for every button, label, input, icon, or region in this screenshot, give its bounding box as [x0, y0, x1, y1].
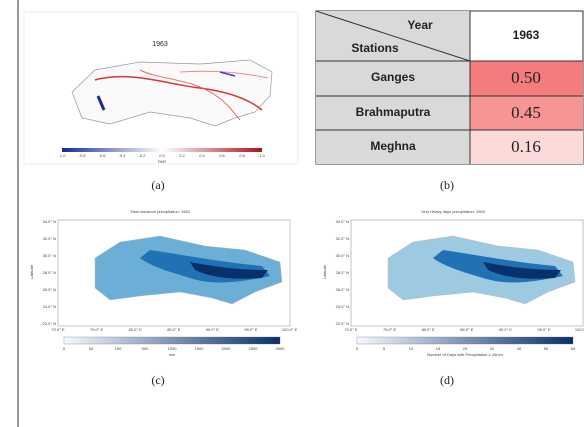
lat-tick: 26.0° N: [336, 287, 349, 292]
colorbar-tick: 20: [463, 346, 468, 351]
colorbar-tick: 10: [409, 346, 414, 351]
colorbar-tick: 0.2: [179, 153, 185, 158]
colorbar-tick: 30: [490, 346, 495, 351]
station-value: 0.50: [511, 68, 541, 87]
map-frame: [57, 219, 291, 327]
station-value: 0.16: [511, 137, 541, 156]
colorbar-tick: 3000: [276, 346, 286, 351]
colorbar-tick: 0.4: [199, 153, 205, 158]
colorbar-tick: -0.8: [79, 153, 87, 158]
lon-tick: 85.0° E: [167, 327, 180, 332]
caption: (a): [151, 178, 164, 192]
panel-title: 1963: [152, 41, 168, 48]
lat-tick: 32.0° N: [43, 236, 56, 241]
caption: (b): [440, 178, 454, 192]
lat-tick: 28.0° N: [43, 270, 56, 275]
lat-tick: 26.0° N: [43, 287, 56, 292]
year-header: 1963: [513, 28, 540, 42]
colorbar-tick: -0.6: [99, 153, 107, 158]
lon-tick: 95.0° E: [537, 327, 550, 332]
panel-title: Total monsoon precipitation: 1963: [130, 209, 191, 214]
colorbar-tick: 0: [356, 346, 359, 351]
colorbar-tick: 50: [544, 346, 549, 351]
lat-tick: 32.0° N: [336, 236, 349, 241]
colorbar-tick: 0.8: [239, 153, 245, 158]
col-header: Year: [407, 18, 433, 32]
map-panel: Very Heavy days precipitation: 1963 34.0°…: [317, 205, 584, 363]
colorbar-label: PAR: [158, 159, 166, 164]
caption: (c): [151, 373, 164, 387]
table: Year Stations 1963: [315, 10, 584, 165]
lon-tick: 100.0° E: [575, 327, 584, 332]
lat-tick: 24.0° N: [336, 304, 349, 309]
colorbar-tick: 1000: [168, 346, 178, 351]
lat-tick: 28.0° N: [336, 270, 349, 275]
colorbar-tick: 1.0: [259, 153, 265, 158]
lat-tick: 22.0° N: [336, 321, 349, 326]
map-panel: Total monsoon precipitation: 1963 34.0° N…: [24, 205, 298, 363]
lon-tick: 75.0° E: [90, 327, 103, 332]
lon-tick: 90.0° E: [499, 327, 512, 332]
lat-tick: 30.0° N: [336, 253, 349, 258]
colorbar-tick: -0.2: [139, 153, 147, 158]
colorbar-tick: -0.4: [119, 153, 127, 158]
caption: (d): [440, 373, 454, 387]
colorbar-tick: 500: [142, 346, 149, 351]
panel-a: 1963: [23, 11, 299, 165]
lon-tick: 90.0° E: [206, 327, 219, 332]
lon-tick: 70.0° E: [51, 327, 64, 332]
colorbar-tick: 0.6: [219, 153, 225, 158]
station-name: Brahmaputra: [356, 105, 431, 119]
lat-tick: 22.0° N: [43, 321, 56, 326]
basin-peak: [483, 262, 561, 279]
colorbar-tick: -1.0: [59, 153, 67, 158]
colorbar-label: Number of Days with Precipitation ≥ 20mm: [427, 352, 503, 357]
station-value: 0.45: [511, 103, 541, 122]
colorbar-tick: 0: [63, 346, 66, 351]
station-name: Ganges: [371, 70, 415, 84]
colorbar-tick: 40: [517, 346, 522, 351]
colorbar-tick: 100: [115, 346, 122, 351]
lon-tick: 85.0° E: [460, 327, 473, 332]
lat-tick: 24.0° N: [43, 304, 56, 309]
station-name: Meghna: [370, 139, 416, 153]
y-label: Latitude: [29, 264, 34, 279]
colorbar-tick: 15: [436, 346, 441, 351]
lat-tick: 30.0° N: [43, 253, 56, 258]
colorbar-label: mm: [169, 352, 176, 357]
lon-tick: 100.0° E: [282, 327, 298, 332]
colorbar-tick: 0.0: [159, 153, 165, 158]
basin-peak: [190, 262, 268, 279]
colorbar-tick: 50: [89, 346, 94, 351]
lat-tick: 34.0° N: [43, 219, 56, 224]
colorbar-tick: 2500: [249, 346, 259, 351]
colorbar-tick: 1500: [195, 346, 205, 351]
panel-title: Very Heavy days precipitation: 1963: [421, 209, 486, 214]
row-header: Stations: [351, 41, 399, 55]
colorbar: [63, 336, 281, 345]
lon-tick: 80.0° E: [422, 327, 435, 332]
colorbar-tick: 60: [571, 346, 576, 351]
lon-tick: 75.0° E: [383, 327, 396, 332]
colorbar-tick: 5: [383, 346, 386, 351]
y-label: Latitude: [322, 264, 327, 279]
lon-tick: 80.0° E: [129, 327, 142, 332]
map-frame: [350, 219, 584, 327]
lon-tick: 70.0° E: [344, 327, 357, 332]
lat-tick: 34.0° N: [336, 219, 349, 224]
colorbar: [356, 336, 574, 345]
colorbar-tick: 2000: [222, 346, 232, 351]
lon-tick: 95.0° E: [244, 327, 257, 332]
